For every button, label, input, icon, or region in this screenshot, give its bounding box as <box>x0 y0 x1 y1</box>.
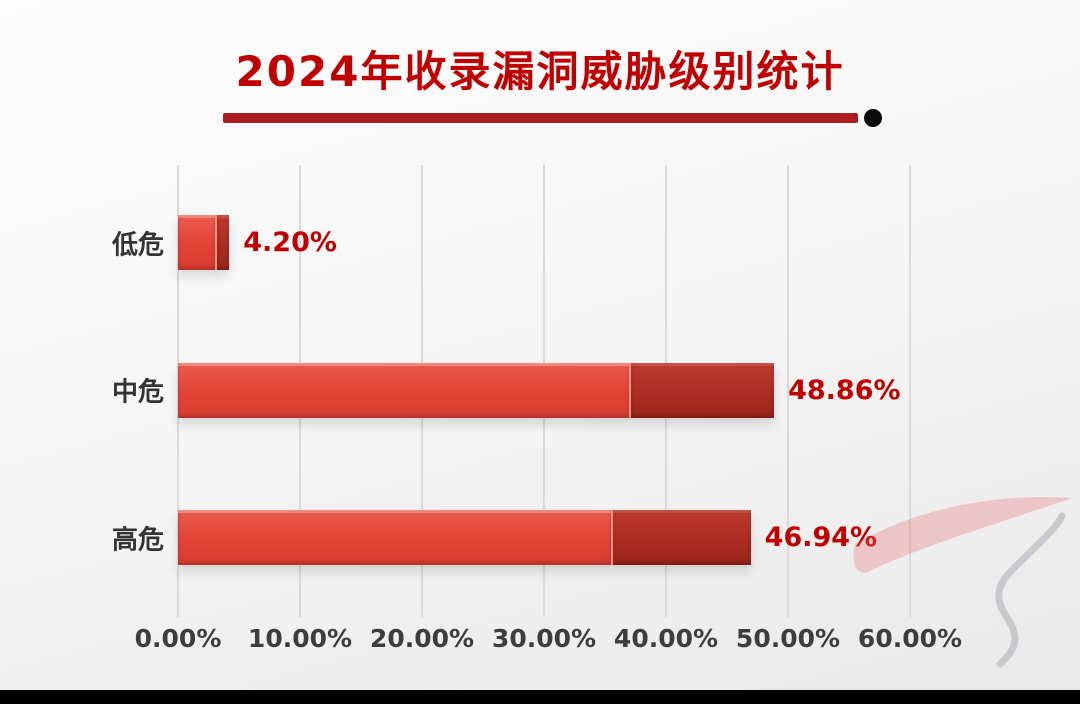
bar <box>178 510 751 565</box>
x-tick-label: 10.00% <box>247 624 353 653</box>
bar-row: 低危 4.20% <box>112 215 910 270</box>
bar <box>178 215 230 270</box>
x-tick-label: 60.00% <box>857 624 963 653</box>
value-label: 4.20% <box>243 227 337 258</box>
bar-row: 中危 48.86% <box>112 362 910 418</box>
category-label: 低危 <box>111 230 164 260</box>
bar-row: 高危 46.94% <box>112 510 910 565</box>
gridline <box>787 165 789 617</box>
x-tick-label: 40.00% <box>613 624 719 653</box>
chart-header: 2024年收录漏洞威胁级别统计 <box>0 38 1080 127</box>
value-label: 46.94% <box>764 522 878 553</box>
x-tick-label: 50.00% <box>735 624 841 653</box>
x-axis: 0.00% 10.00% 20.00% 30.00% 40.00% 50.00% 60.00… <box>135 624 962 660</box>
bar-front-face <box>178 215 215 270</box>
category-label: 高危 <box>111 525 164 555</box>
bar-end-face <box>611 510 751 565</box>
category-label: 中危 <box>111 377 164 408</box>
gridline <box>909 165 911 617</box>
x-tick-label: 30.00% <box>491 624 597 653</box>
bottom-bar <box>0 690 1080 704</box>
x-tick-label: 0.00% <box>134 624 222 653</box>
bar-front-face <box>178 510 612 565</box>
bar-front-face <box>178 362 630 418</box>
x-tick-label: 20.00% <box>369 624 475 653</box>
value-label: 48.86% <box>788 374 901 406</box>
bar-end-face <box>214 215 230 270</box>
title-underline <box>222 109 882 127</box>
title-underline-dot <box>863 109 882 127</box>
bar-end-face <box>629 362 775 418</box>
chart-title: 2024年收录漏洞威胁级别统计 <box>235 47 845 96</box>
bar <box>178 362 775 418</box>
plot-area: 低危 4.20% 中危 48.86% 高危 46.94% <box>112 165 911 617</box>
